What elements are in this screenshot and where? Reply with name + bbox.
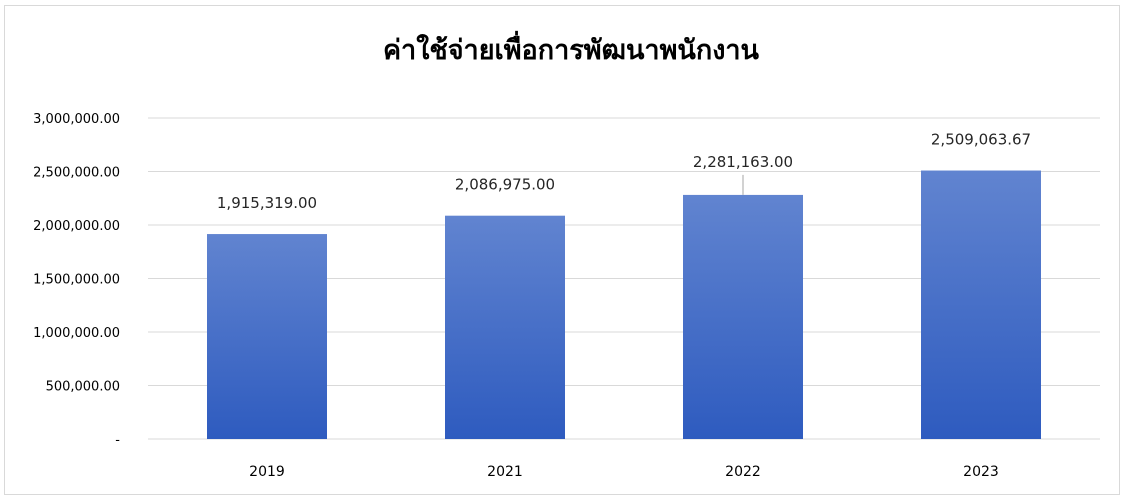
data-label-2019: 1,915,319.00	[217, 194, 317, 212]
bar-chart: ค่าใช้จ่ายเพื่อการพัฒนาพนักงาน - 500,000.…	[33, 30, 1100, 480]
bars	[207, 170, 1041, 439]
data-labels: 1,915,319.00 2,086,975.00 2,281,163.00 2,50…	[217, 131, 1031, 213]
x-category-label-2023: 2023	[963, 464, 999, 480]
x-category-label-2019: 2019	[249, 464, 285, 480]
y-tick-label: 1,000,000.00	[33, 326, 120, 341]
bar-2021	[445, 215, 565, 439]
y-tick-label: 1,500,000.00	[33, 273, 120, 288]
y-tick-label: -	[115, 433, 120, 448]
x-axis-category-labels: 2019 2021 2022 2023	[249, 464, 999, 480]
y-tick-label: 2,500,000.00	[33, 166, 120, 181]
x-category-label-2022: 2022	[725, 464, 761, 480]
x-category-label-2021: 2021	[487, 464, 523, 480]
y-tick-label: 3,000,000.00	[33, 112, 120, 127]
data-label-2021: 2,086,975.00	[455, 176, 555, 194]
data-label-2023: 2,509,063.67	[931, 131, 1031, 149]
data-label-2022: 2,281,163.00	[693, 153, 793, 171]
bar-2023	[921, 170, 1041, 439]
y-axis-tick-labels: - 500,000.00 1,000,000.00 1,500,000.00 2,000…	[33, 112, 120, 448]
chart-title: ค่าใช้จ่ายเพื่อการพัฒนาพนักงาน	[383, 30, 760, 66]
bar-2019	[207, 234, 327, 439]
chart-frame: ค่าใช้จ่ายเพื่อการพัฒนาพนักงาน - 500,000.…	[4, 5, 1120, 495]
y-tick-label: 500,000.00	[46, 380, 120, 395]
y-tick-label: 2,000,000.00	[33, 219, 120, 234]
bar-2022	[683, 194, 803, 439]
